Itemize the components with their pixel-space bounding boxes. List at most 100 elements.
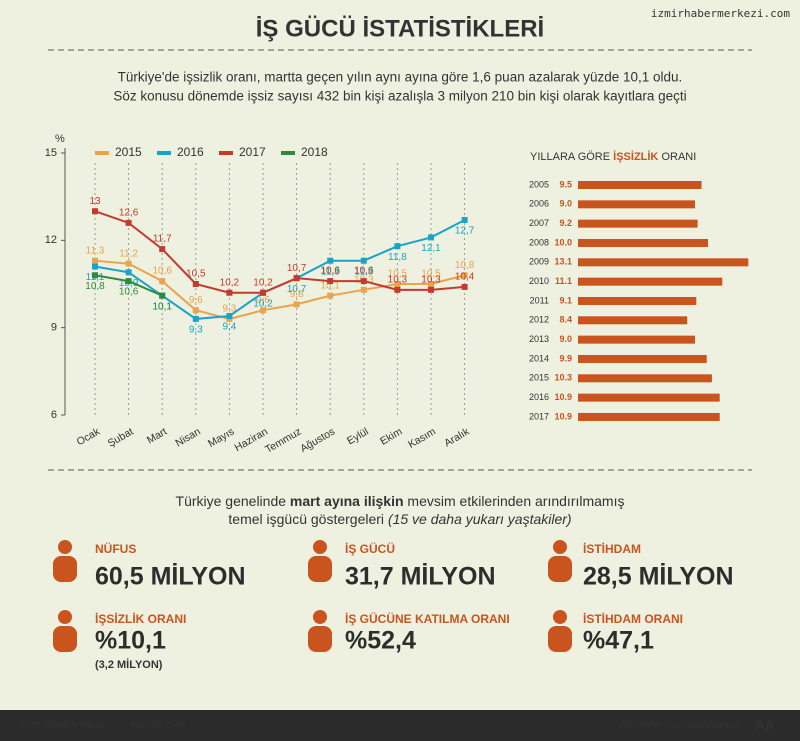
- stat-value: %47,1: [583, 627, 654, 655]
- data-label: 9.5: [559, 179, 572, 189]
- data-label: 9,4: [222, 322, 236, 333]
- copyright: 2018, Anadolu Ajansı: [19, 719, 105, 729]
- stat-value: %10,1: [95, 627, 166, 655]
- data-label: 11.1: [555, 276, 572, 286]
- x-tick-label: Şubat: [106, 426, 136, 450]
- data-label: 9,3: [222, 304, 236, 315]
- point: [92, 208, 98, 215]
- data-label: 10,5: [186, 269, 206, 280]
- data-label: 13.1: [554, 257, 572, 267]
- section-text: Türkiye genelinde mart ayına ilişkin mev…: [176, 493, 625, 509]
- y-tick-label: 2008: [529, 237, 549, 247]
- x-tick-label: Mart: [145, 426, 169, 447]
- data-label: 10,2: [253, 298, 273, 309]
- icon-body: [53, 556, 77, 582]
- stat-label: NÜFUS: [95, 541, 136, 556]
- data-label: 10,2: [220, 277, 240, 288]
- data-label: 10,8: [85, 281, 105, 292]
- watermark: izmirhabermerkezi.com: [651, 7, 790, 20]
- point: [461, 272, 468, 279]
- y-tick-label: 9: [51, 322, 57, 334]
- data-label: 13: [89, 196, 101, 207]
- icon-body: [548, 626, 572, 652]
- data-label: 9,8: [290, 289, 304, 300]
- icon-body: [308, 626, 332, 652]
- point: [159, 278, 166, 285]
- data-label: 12,1: [421, 243, 441, 254]
- legend-label: 2018: [301, 145, 328, 159]
- stat-label: İŞ GÜCÜ: [345, 541, 395, 556]
- stat-label: İŞ GÜCÜNE KATILMA ORANI: [345, 611, 510, 626]
- icon-head: [58, 540, 72, 554]
- icon-head: [313, 610, 327, 624]
- data-label: 9,6: [189, 295, 203, 306]
- footer-bar: [0, 710, 800, 741]
- text: Türkiye genelinde: [176, 493, 290, 509]
- y-tick-label: 2013: [529, 334, 549, 344]
- legend-label: 2017: [239, 145, 266, 159]
- point: [125, 269, 132, 276]
- y-tick-label: 2012: [529, 315, 549, 325]
- bar: [578, 335, 695, 344]
- intro: Söz konusu dönemde işsiz sayısı 432 bin …: [113, 89, 686, 104]
- point: [159, 246, 166, 253]
- stat-value: 60,5 MİLYON: [95, 563, 246, 591]
- data-label: 9,6: [256, 295, 270, 306]
- data-label: 10,8: [455, 260, 475, 271]
- point: [293, 301, 300, 308]
- icon-head: [313, 540, 327, 554]
- y-tick-label: 2009: [529, 257, 549, 267]
- point: [125, 260, 132, 267]
- data-label: 10,1: [320, 280, 340, 291]
- stat-label: İŞSİZLİK ORANI: [95, 611, 186, 626]
- point: [260, 289, 266, 296]
- text: mevsim etkilerinden arındırılmamış: [404, 493, 625, 509]
- icon-head: [58, 610, 72, 624]
- data-label: 9.1: [559, 295, 572, 305]
- y-tick-label: 12: [45, 234, 57, 246]
- x-tick-label: Aralık: [442, 425, 472, 449]
- x-tick-label: Eylül: [345, 426, 371, 448]
- icon-head: [553, 540, 567, 554]
- data-label: 10.9: [554, 411, 572, 421]
- icon-head: [553, 610, 567, 624]
- data-label: 10,3: [421, 274, 441, 285]
- y-tick-label: 2007: [529, 218, 549, 228]
- data-label: 11,3: [321, 266, 340, 277]
- x-tick-label: Haziran: [233, 426, 270, 455]
- y-axis-label: %: [55, 133, 65, 145]
- x-tick-label: Ağustos: [298, 426, 337, 455]
- point: [293, 275, 300, 282]
- point: [461, 216, 468, 223]
- bar: [578, 238, 708, 247]
- data-label: 9,3: [189, 325, 203, 336]
- bar: [578, 393, 720, 402]
- icon-body: [53, 626, 77, 652]
- point: [360, 257, 367, 264]
- data-label: 8.4: [559, 315, 572, 325]
- data-label: 10,1: [152, 301, 172, 312]
- y-tick-label: 6: [51, 409, 57, 421]
- title-part: ORANI: [658, 151, 696, 163]
- data-label: 10,2: [253, 277, 273, 288]
- series-line: [94, 259, 465, 320]
- data-label: 10,6: [119, 287, 139, 298]
- data-label: 10.3: [554, 373, 572, 383]
- data-label: 10,6: [354, 266, 374, 277]
- point: [327, 292, 334, 299]
- bar: [578, 316, 688, 325]
- point: [92, 272, 98, 279]
- point: [461, 283, 468, 290]
- point: [327, 278, 334, 285]
- y-tick-label: 2015: [529, 373, 549, 383]
- data-label: 10.9: [554, 392, 572, 402]
- stat-value: 31,7 MİLYON: [345, 563, 496, 591]
- stat-label: İSTİHDAM ORANI: [583, 611, 683, 626]
- bar: [578, 354, 707, 363]
- stat-label: İSTİHDAM: [583, 541, 641, 556]
- stat-note: (3,2 MİLYON): [95, 658, 163, 671]
- data-label: 11,3: [354, 266, 373, 277]
- data-label: 10,4: [455, 272, 475, 283]
- point: [125, 278, 132, 285]
